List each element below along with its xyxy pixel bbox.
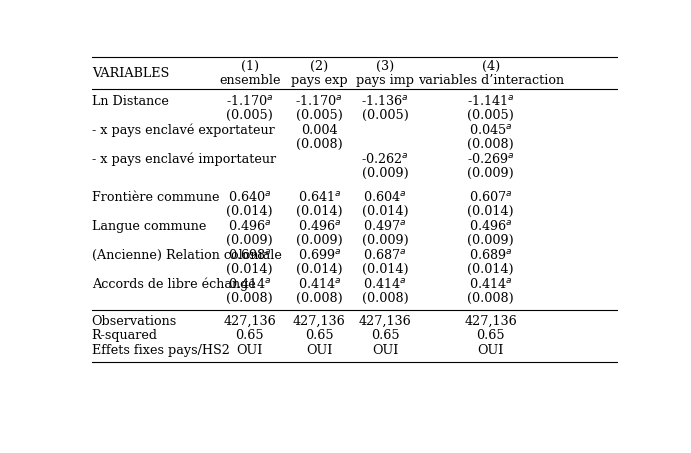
Text: (0.005): (0.005): [226, 110, 273, 122]
Text: Observations: Observations: [92, 315, 177, 328]
Text: (0.014): (0.014): [467, 263, 514, 276]
Text: 0.607$^{a}$: 0.607$^{a}$: [469, 190, 513, 204]
Text: 0.497$^{a}$: 0.497$^{a}$: [363, 219, 407, 233]
Text: 0.045$^{a}$: 0.045$^{a}$: [469, 123, 513, 137]
Text: Ln Distance: Ln Distance: [92, 95, 169, 108]
Text: (0.005): (0.005): [296, 110, 343, 122]
Text: (2): (2): [310, 60, 328, 73]
Text: (0.008): (0.008): [467, 138, 514, 151]
Text: (0.014): (0.014): [362, 263, 408, 276]
Text: R-squared: R-squared: [92, 329, 158, 342]
Text: 427,136: 427,136: [464, 315, 517, 328]
Text: 0.698$^{a}$: 0.698$^{a}$: [228, 248, 272, 262]
Text: Accords de libre échange: Accords de libre échange: [92, 277, 256, 291]
Text: 0.65: 0.65: [371, 329, 399, 342]
Text: 0.689$^{a}$: 0.689$^{a}$: [469, 248, 513, 262]
Text: 0.414$^{a}$: 0.414$^{a}$: [469, 277, 513, 291]
Text: (0.008): (0.008): [227, 292, 273, 305]
Text: - x pays enclavé importateur: - x pays enclavé importateur: [92, 153, 276, 166]
Text: -1.170$^{a}$: -1.170$^{a}$: [226, 95, 274, 108]
Text: 0.414$^{a}$: 0.414$^{a}$: [363, 277, 407, 291]
Text: 0.699$^{a}$: 0.699$^{a}$: [298, 248, 341, 262]
Text: - x pays enclavé exportateur: - x pays enclavé exportateur: [92, 124, 274, 137]
Text: 0.65: 0.65: [305, 329, 334, 342]
Text: 0.65: 0.65: [236, 329, 264, 342]
Text: -0.269$^{a}$: -0.269$^{a}$: [467, 152, 514, 166]
Text: (0.014): (0.014): [227, 205, 273, 218]
Text: 0.496$^{a}$: 0.496$^{a}$: [469, 219, 513, 233]
Text: VARIABLES: VARIABLES: [92, 67, 169, 80]
Text: OUI: OUI: [306, 344, 332, 357]
Text: Effets fixes pays/HS2: Effets fixes pays/HS2: [92, 344, 229, 357]
Text: (0.009): (0.009): [362, 234, 408, 247]
Text: 0.604$^{a}$: 0.604$^{a}$: [363, 190, 407, 204]
Text: 0.65: 0.65: [476, 329, 505, 342]
Text: 0.687$^{a}$: 0.687$^{a}$: [363, 248, 407, 262]
Text: pays imp: pays imp: [356, 74, 414, 87]
Text: (3): (3): [376, 60, 395, 73]
Text: (0.014): (0.014): [296, 263, 343, 276]
Text: OUI: OUI: [372, 344, 399, 357]
Text: (0.008): (0.008): [467, 292, 514, 305]
Text: -1.136$^{a}$: -1.136$^{a}$: [361, 95, 409, 108]
Text: 427,136: 427,136: [223, 315, 276, 328]
Text: ensemble: ensemble: [219, 74, 281, 87]
Text: -1.170$^{a}$: -1.170$^{a}$: [295, 95, 343, 108]
Text: (Ancienne) Relation coloniale: (Ancienne) Relation coloniale: [92, 249, 282, 261]
Text: 427,136: 427,136: [359, 315, 412, 328]
Text: -1.141$^{a}$: -1.141$^{a}$: [466, 95, 515, 108]
Text: pays exp: pays exp: [291, 74, 348, 87]
Text: (0.005): (0.005): [362, 110, 408, 122]
Text: (0.009): (0.009): [467, 234, 514, 247]
Text: (0.009): (0.009): [362, 167, 408, 180]
Text: (0.009): (0.009): [296, 234, 343, 247]
Text: 0.004: 0.004: [301, 124, 338, 137]
Text: 427,136: 427,136: [293, 315, 346, 328]
Text: 0.496$^{a}$: 0.496$^{a}$: [228, 219, 272, 233]
Text: (4): (4): [482, 60, 500, 73]
Text: 0.641$^{a}$: 0.641$^{a}$: [298, 190, 341, 204]
Text: OUI: OUI: [477, 344, 504, 357]
Text: (0.014): (0.014): [296, 205, 343, 218]
Text: (0.014): (0.014): [362, 205, 408, 218]
Text: OUI: OUI: [236, 344, 263, 357]
Text: (0.009): (0.009): [467, 167, 514, 180]
Text: Frontière commune: Frontière commune: [92, 191, 219, 204]
Text: (0.005): (0.005): [467, 110, 514, 122]
Text: 0.640$^{a}$: 0.640$^{a}$: [228, 190, 272, 204]
Text: -0.262$^{a}$: -0.262$^{a}$: [361, 152, 409, 166]
Text: (0.008): (0.008): [296, 138, 343, 151]
Text: (1): (1): [240, 60, 258, 73]
Text: (0.014): (0.014): [467, 205, 514, 218]
Text: (0.008): (0.008): [296, 292, 343, 305]
Text: 0.414$^{a}$: 0.414$^{a}$: [228, 277, 272, 291]
Text: (0.014): (0.014): [227, 263, 273, 276]
Text: Langue commune: Langue commune: [92, 220, 206, 233]
Text: (0.008): (0.008): [362, 292, 408, 305]
Text: variables d’interaction: variables d’interaction: [417, 74, 564, 87]
Text: (0.009): (0.009): [227, 234, 273, 247]
Text: 0.496$^{a}$: 0.496$^{a}$: [298, 219, 341, 233]
Text: 0.414$^{a}$: 0.414$^{a}$: [298, 277, 341, 291]
